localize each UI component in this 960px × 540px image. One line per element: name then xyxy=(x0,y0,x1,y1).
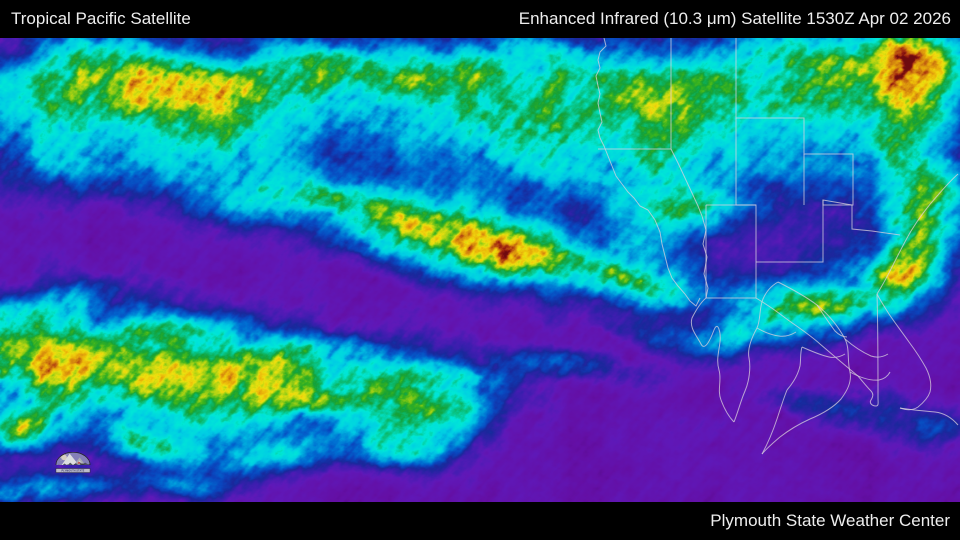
svg-text:PLYMOUTH STATE: PLYMOUTH STATE xyxy=(61,470,84,473)
